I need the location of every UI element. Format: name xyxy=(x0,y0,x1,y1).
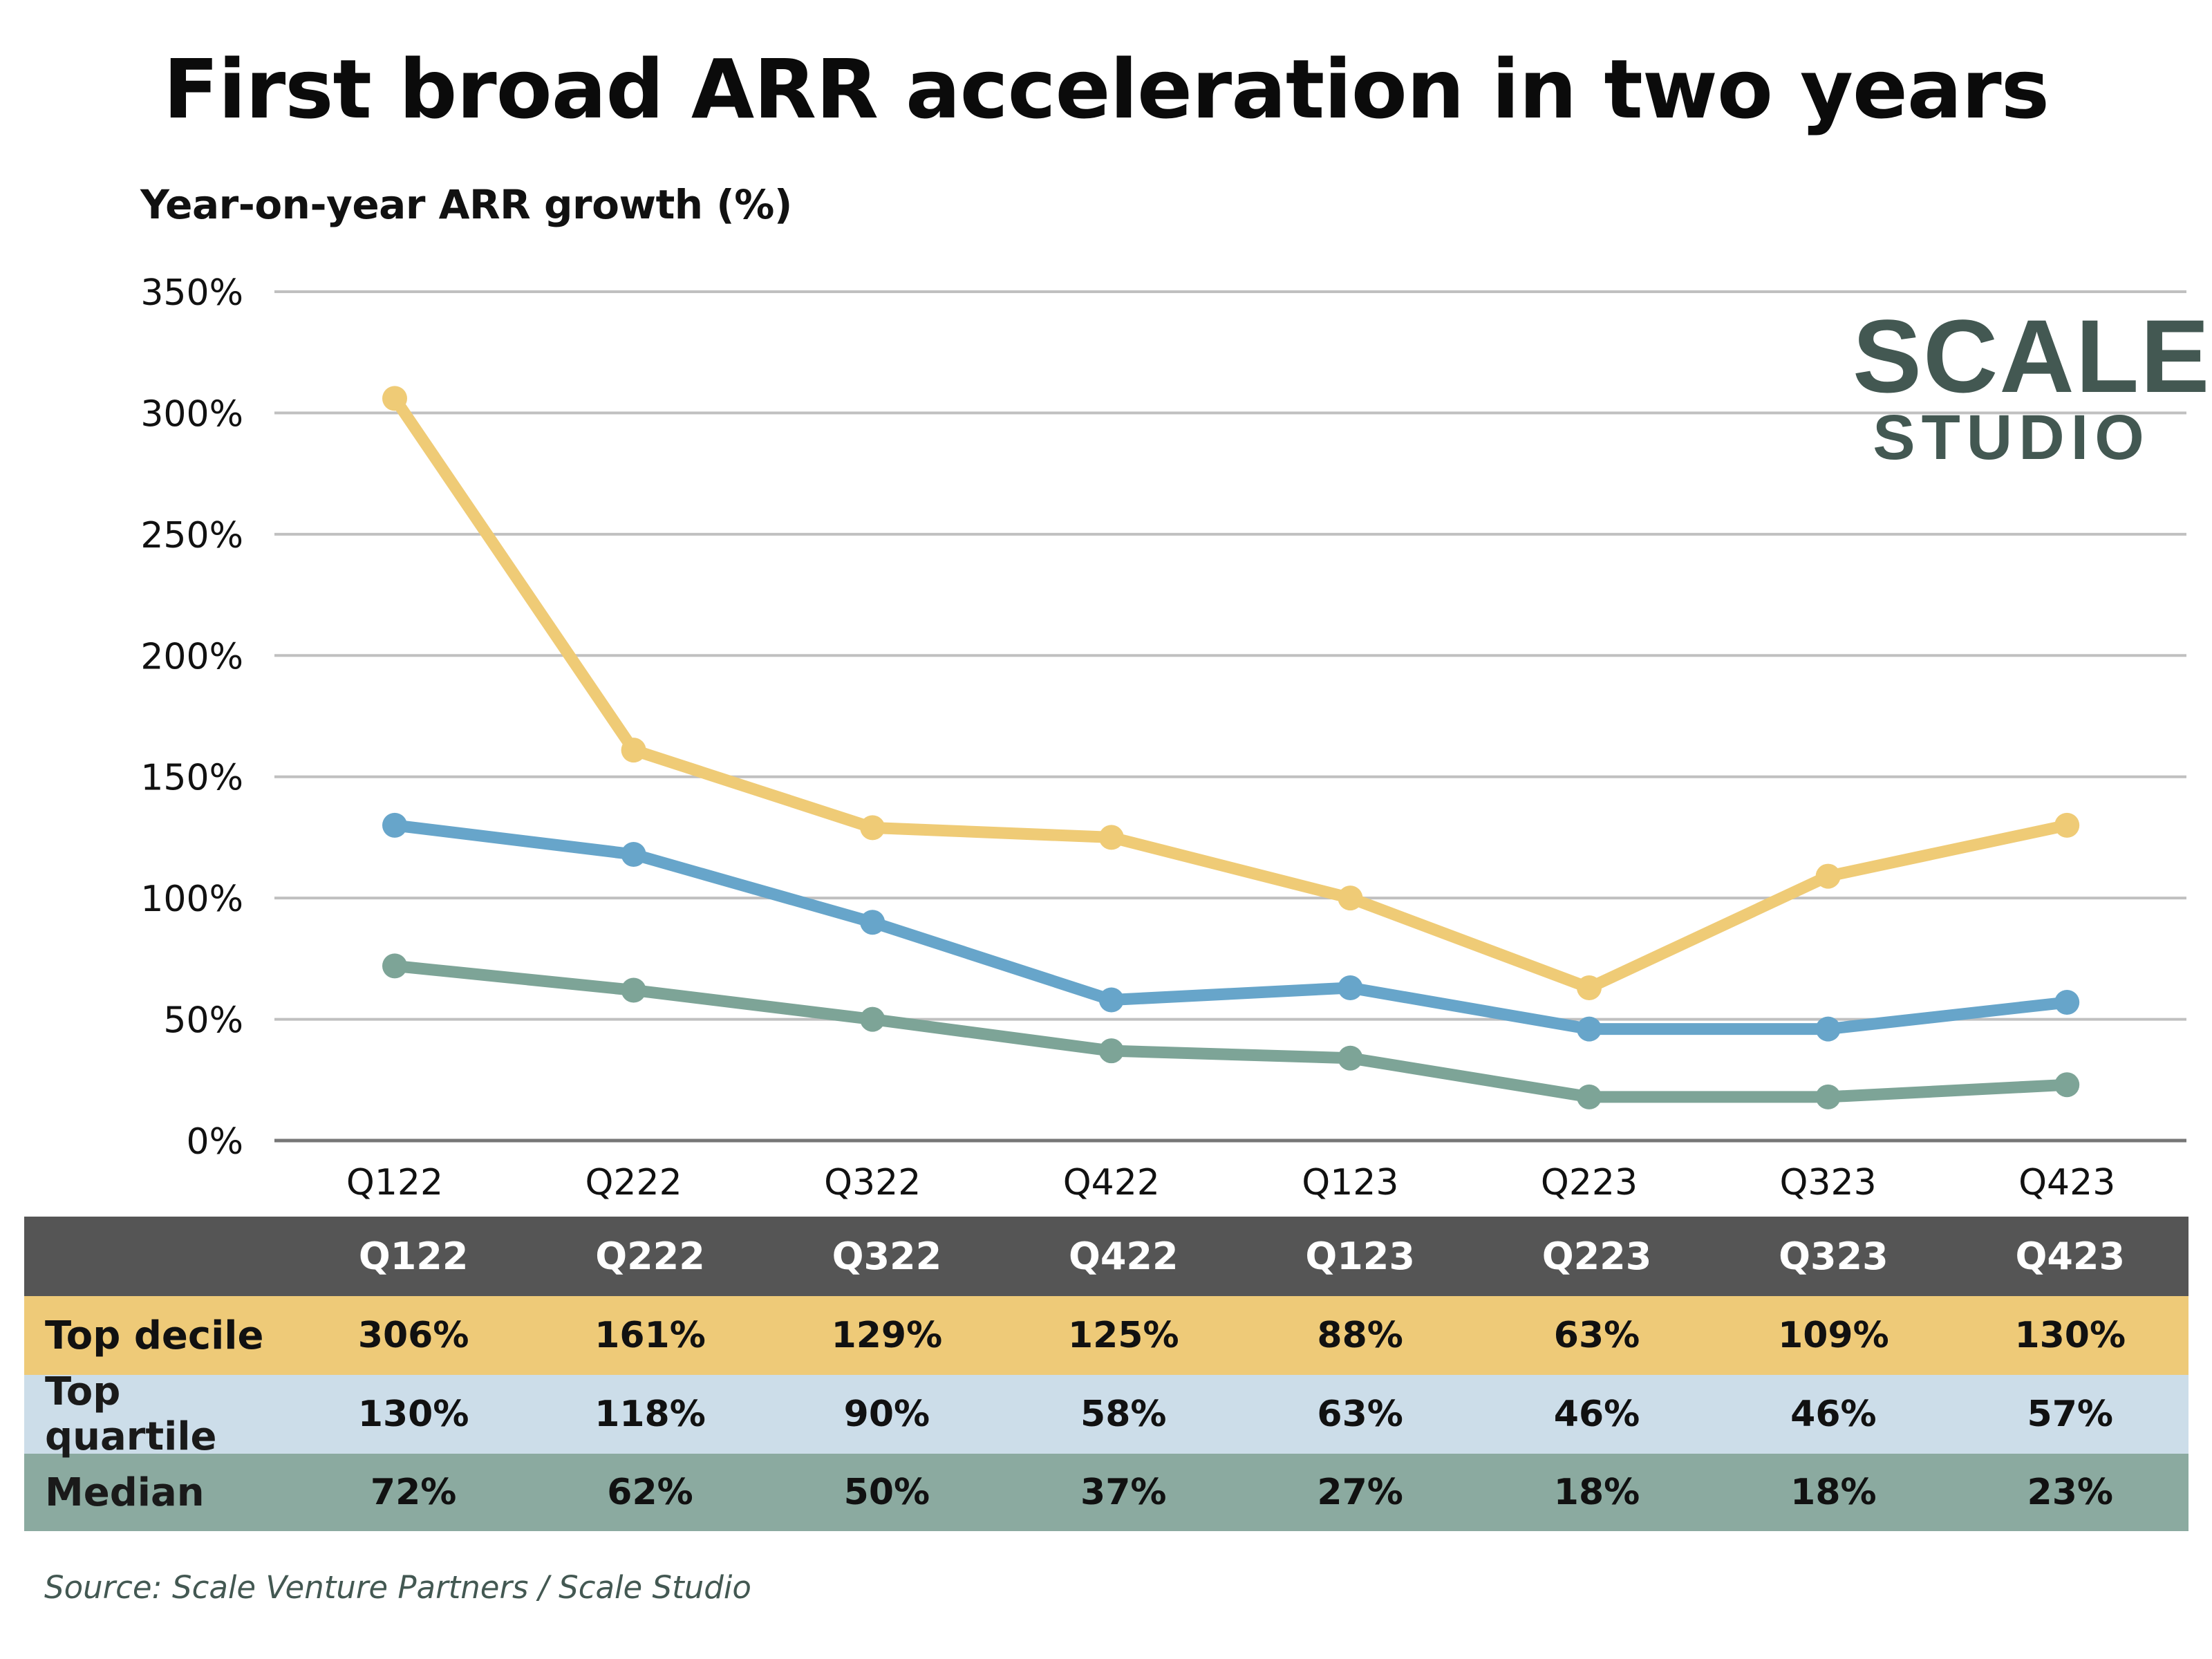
data-point xyxy=(382,386,407,411)
table-header-row: Q122 Q222 Q322 Q422 Q123 Q223 Q323 Q423 xyxy=(24,1217,2188,1296)
y-tick-label: 250% xyxy=(140,515,243,556)
y-tick-label: 300% xyxy=(140,393,243,435)
data-point xyxy=(1098,825,1124,850)
series-line xyxy=(394,959,2068,1103)
data-point xyxy=(382,812,407,838)
table-cell: 46% xyxy=(1553,1394,1640,1435)
y-tick-label: 0% xyxy=(187,1121,244,1163)
table-cell: 57% xyxy=(2027,1394,2113,1435)
table-cell: 62% xyxy=(607,1472,693,1513)
data-point xyxy=(860,815,885,841)
table-row-median: Median 72% 62% 50% 37% 27% 18% 18% 23% xyxy=(24,1454,2188,1531)
x-tick-label: Q222 xyxy=(585,1162,682,1203)
data-point xyxy=(1577,1084,1602,1109)
table-cell: 161% xyxy=(594,1315,706,1356)
chart-title: First broad ARR acceleration in two year… xyxy=(163,41,2050,137)
y-axis-label: Year-on-year ARR growth (%) xyxy=(140,181,792,228)
row-label: Median xyxy=(45,1470,205,1515)
data-point xyxy=(860,1006,885,1032)
table-cell: 27% xyxy=(1317,1472,1403,1513)
table-header-cell: Q423 xyxy=(2015,1235,2126,1278)
data-point xyxy=(1577,1016,1602,1042)
data-table: Q122 Q222 Q322 Q422 Q123 Q223 Q323 Q423 … xyxy=(24,1217,2188,1531)
x-tick-label: Q223 xyxy=(1541,1162,1638,1203)
data-point xyxy=(1577,975,1602,1000)
logo-line-2: STUDIO xyxy=(1873,402,2150,473)
data-point xyxy=(1338,1045,1363,1071)
source-note: Source: Scale Venture Partners / Scale S… xyxy=(44,1569,751,1606)
y-tick-label: 200% xyxy=(140,636,243,677)
table-cell: 63% xyxy=(1553,1315,1640,1356)
table-cell: 46% xyxy=(1790,1394,1877,1435)
table-cell: 129% xyxy=(831,1315,943,1356)
series-lines xyxy=(382,386,2080,1109)
table-cell: 18% xyxy=(1553,1472,1640,1513)
y-tick-label: 150% xyxy=(140,758,243,799)
data-point xyxy=(1815,1016,1841,1042)
row-label: Top decile xyxy=(45,1313,264,1358)
table-cell: 109% xyxy=(1778,1315,1889,1356)
scale-studio-logo: SCALE STUDIO xyxy=(1853,298,2211,471)
data-point xyxy=(860,910,885,935)
data-point xyxy=(1815,1084,1841,1109)
line-chart: 0% 50% 100% 150% 200% 250% 300% 350% Q122 Q222 Q3… xyxy=(140,272,2186,1203)
table-row-top-quartile: Top quartile 130% 118% 90% 58% 63% 46% 4… xyxy=(24,1369,2188,1459)
data-point xyxy=(2054,1072,2080,1098)
data-point xyxy=(2054,990,2080,1015)
table-cell: 88% xyxy=(1317,1315,1403,1356)
table-cell: 18% xyxy=(1790,1472,1877,1513)
x-tick-labels: Q122 Q222 Q322 Q422 Q123 Q223 Q323 Q423 xyxy=(346,1162,2115,1203)
data-point xyxy=(621,841,646,867)
y-tick-labels: 0% 50% 100% 150% 200% 250% 300% 350% xyxy=(140,272,243,1163)
series-line xyxy=(393,819,2068,1035)
data-point xyxy=(1338,975,1363,1000)
x-tick-label: Q122 xyxy=(346,1162,443,1203)
data-point xyxy=(1815,863,1841,889)
x-tick-label: Q323 xyxy=(1780,1162,1877,1203)
table-cell: 130% xyxy=(357,1394,469,1435)
series-median xyxy=(382,953,2080,1109)
y-tick-label: 100% xyxy=(140,879,243,920)
data-point xyxy=(1098,987,1124,1013)
table-cell: 63% xyxy=(1317,1394,1403,1435)
table-cell: 50% xyxy=(843,1472,930,1513)
table-cell: 125% xyxy=(1067,1315,1179,1356)
table-cell: 118% xyxy=(594,1394,706,1435)
table-header-cell: Q322 xyxy=(832,1235,942,1278)
table-header-cell: Q123 xyxy=(1305,1235,1415,1278)
x-tick-label: Q123 xyxy=(1302,1162,1398,1203)
x-tick-label: Q422 xyxy=(1063,1162,1160,1203)
table-cell: 90% xyxy=(843,1394,930,1435)
row-label: Top quartile xyxy=(45,1369,217,1459)
series-top-decile xyxy=(382,386,2080,1000)
series-line xyxy=(389,395,2068,994)
table-header-cell: Q223 xyxy=(1541,1235,1652,1278)
logo-line-1: SCALE xyxy=(1853,298,2211,414)
y-tick-label: 350% xyxy=(140,272,243,314)
table-cell: 23% xyxy=(2027,1472,2113,1513)
table-header-cell: Q323 xyxy=(1779,1235,1888,1278)
x-tick-label: Q322 xyxy=(824,1162,921,1203)
data-point xyxy=(621,977,646,1003)
data-point xyxy=(1098,1038,1124,1064)
data-point xyxy=(1338,885,1363,911)
table-row-top-decile: Top decile 306% 161% 129% 125% 88% 63% 1… xyxy=(24,1296,2188,1375)
table-cell: 58% xyxy=(1080,1394,1167,1435)
gridlines xyxy=(274,290,2186,1143)
data-point xyxy=(621,738,646,763)
table-header-cell: Q122 xyxy=(358,1235,469,1278)
data-point xyxy=(2054,812,2080,838)
table-cell: 130% xyxy=(2014,1315,2126,1356)
table-cell: 72% xyxy=(370,1472,457,1513)
table-cell: 37% xyxy=(1080,1472,1167,1513)
data-point xyxy=(382,953,407,979)
y-tick-label: 50% xyxy=(163,1000,243,1042)
table-header-cell: Q422 xyxy=(1068,1235,1179,1278)
x-tick-label: Q423 xyxy=(2018,1162,2115,1203)
table-header-cell: Q222 xyxy=(595,1235,705,1278)
series-top-quartile xyxy=(382,812,2080,1042)
table-cell: 306% xyxy=(357,1315,469,1356)
